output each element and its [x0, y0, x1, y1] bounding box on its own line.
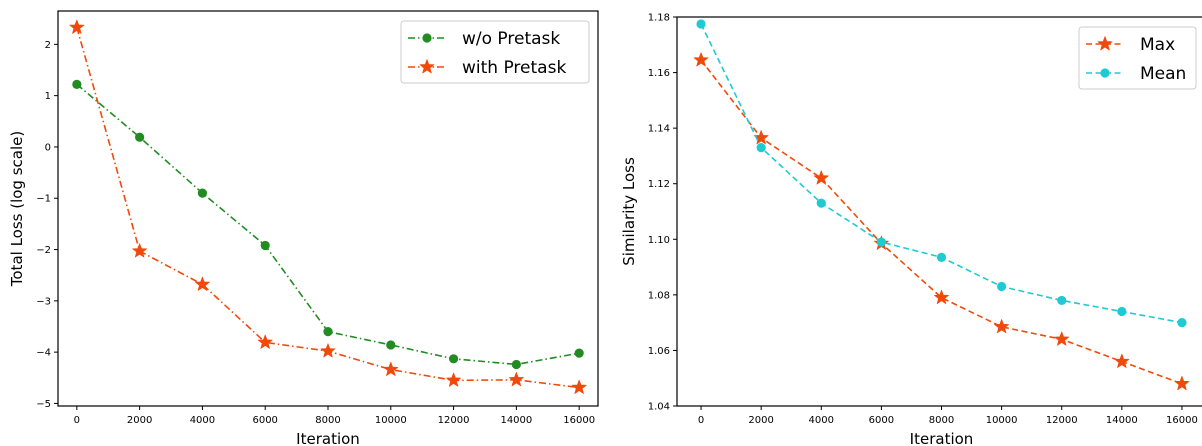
data-point [1054, 331, 1070, 346]
x-tick-label: 2000 [127, 415, 152, 426]
legend-label: Mean [1140, 64, 1186, 84]
legend-marker [422, 33, 432, 43]
data-point [997, 281, 1007, 292]
y-tick-label: 1.10 [648, 235, 670, 246]
data-point [260, 240, 270, 251]
y-axis-label: Similarity Loss [620, 157, 638, 266]
x-tick-label: 2000 [748, 415, 773, 426]
x-tick-label: 12000 [438, 415, 470, 426]
y-tick-label: 1.06 [648, 346, 670, 357]
data-point [132, 243, 148, 258]
y-tick-label: 1.14 [648, 124, 670, 135]
y-tick-label: 1 [45, 91, 51, 102]
x-tick-label: 6000 [252, 415, 277, 426]
data-point [571, 379, 587, 394]
x-tick-label: 16000 [563, 415, 595, 426]
y-tick-label: −5 [36, 399, 51, 410]
y-tick-label: −4 [36, 348, 51, 359]
y-tick-label: 0 [45, 142, 51, 153]
legend-marker [419, 59, 435, 74]
chart-panel-1: 0 2000 4000 6000 8000 10000 12000 14000 16000 −5 −… [8, 10, 599, 446]
data-point [69, 19, 85, 34]
legend-marker [1100, 68, 1110, 78]
series-line-1 [700, 59, 1183, 385]
data-point [386, 340, 396, 350]
legend: w/o Pretask with Pretask [400, 20, 590, 84]
data-point [1117, 306, 1127, 317]
y-tick-label: 1.04 [648, 402, 670, 413]
data-point [693, 52, 709, 67]
x-tick-label: 4000 [190, 415, 215, 426]
x-tick-label: 12000 [1046, 415, 1078, 426]
y-tick-label: 1.12 [648, 179, 670, 190]
data-point [1177, 318, 1187, 328]
x-tick-label: 4000 [809, 415, 834, 426]
data-point [816, 198, 826, 208]
data-point [383, 361, 399, 376]
data-point [1057, 295, 1067, 306]
x-tick-label: 14000 [500, 415, 532, 426]
legend: Max Mean [1078, 26, 1197, 90]
data-point [446, 372, 462, 387]
legend-label: Max [1140, 35, 1175, 55]
data-point [876, 237, 886, 247]
x-tick-label: 0 [698, 415, 704, 426]
data-point [994, 319, 1010, 334]
data-point [257, 334, 273, 349]
x-tick-label: 16000 [1166, 415, 1198, 426]
y-tick-label: −2 [36, 245, 51, 256]
plot-area [693, 19, 1190, 391]
data-point [135, 132, 145, 142]
y-tick-label: −1 [36, 194, 51, 205]
data-point [574, 348, 584, 358]
y-tick-label: 1.18 [648, 13, 670, 24]
x-tick-label: 10000 [986, 415, 1018, 426]
data-point [813, 170, 829, 185]
data-point [936, 252, 947, 262]
y-tick-label: 1.16 [648, 68, 670, 79]
chart-panel-2: 0 2000 4000 6000 8000 10000 12000 14000 16000 1.0… [620, 13, 1202, 446]
x-axis-label: Iteration [296, 430, 360, 446]
data-point [1114, 353, 1130, 368]
data-point [508, 372, 524, 387]
data-point [197, 188, 208, 198]
x-tick-label: 8000 [929, 415, 954, 426]
series-line-1 [76, 83, 580, 366]
x-tick-label: 10000 [375, 415, 407, 426]
data-point [320, 343, 336, 358]
legend-box [400, 20, 590, 84]
legend-label: with Pretask [462, 58, 566, 78]
legend-label: w/o Pretask [462, 29, 560, 49]
y-tick-label: 1.08 [648, 290, 670, 301]
data-point [323, 327, 333, 337]
data-point [72, 79, 82, 89]
data-point [511, 359, 521, 370]
data-point [448, 354, 459, 364]
x-tick-label: 0 [74, 415, 80, 426]
y-axis-label: Total Loss (log scale) [8, 131, 26, 287]
y-tick-label: −3 [36, 296, 51, 307]
y-tick-label: 2 [45, 40, 51, 51]
x-axis-label: Iteration [910, 430, 974, 446]
legend-marker [1097, 36, 1113, 51]
data-point [1174, 375, 1190, 391]
data-point [756, 142, 766, 153]
data-point [934, 289, 949, 304]
x-tick-label: 14000 [1106, 415, 1138, 426]
plot-area [69, 19, 587, 394]
data-point [696, 19, 706, 29]
data-point [194, 276, 210, 291]
x-tick-label: 8000 [315, 415, 340, 426]
x-tick-label: 6000 [869, 415, 894, 426]
